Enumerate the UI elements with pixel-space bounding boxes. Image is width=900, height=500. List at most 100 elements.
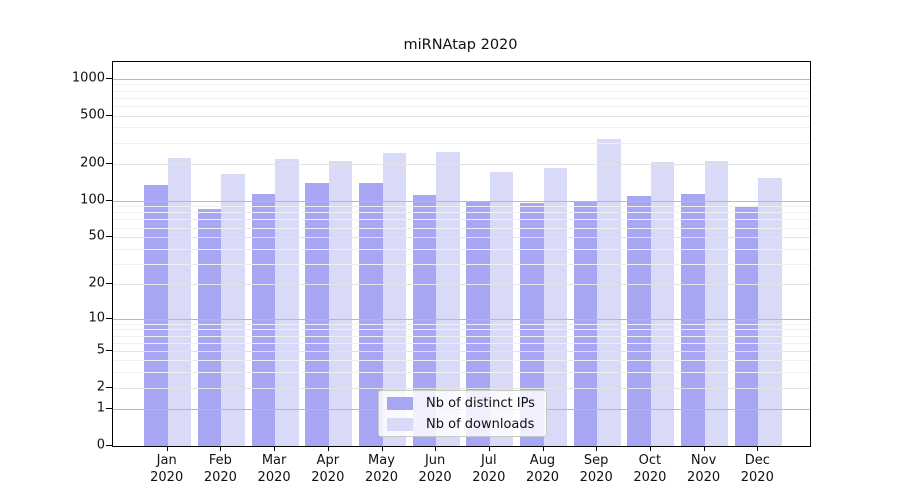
bar-downloads-apr: [328, 161, 353, 446]
bar-downloads-aug: [543, 168, 567, 446]
x-tick-label-jun: Jun 2020: [403, 452, 467, 486]
x-tick-label-aug: Aug 2020: [511, 452, 575, 486]
x-tick-label-mar: Mar 2020: [242, 452, 306, 486]
y-tick-label-200: 200: [80, 155, 105, 171]
x-tick-label-apr: Apr 2020: [296, 452, 360, 486]
x-tick-year: 2020: [633, 470, 667, 485]
y-tick-mark-20: [106, 283, 112, 285]
x-tick-year: 2020: [740, 470, 774, 485]
y-tick-label-20: 20: [88, 275, 105, 291]
x-tick-label-nov: Nov 2020: [672, 452, 736, 486]
legend-swatch-downloads: [387, 417, 413, 431]
bar-downloads-feb: [221, 173, 245, 446]
bar-downloads-jul: [489, 171, 514, 446]
y-tick-mark-5: [106, 349, 112, 351]
x-tick-mark-oct: [649, 446, 651, 451]
bar-distinct-ips-dec: [734, 206, 759, 446]
bar-distinct-ips-jun: [412, 195, 437, 446]
legend-label-downloads: Nb of downloads: [426, 416, 535, 432]
x-tick-mark-mar: [274, 446, 276, 451]
x-tick-month: Apr: [316, 453, 340, 468]
x-tick-mark-sep: [596, 446, 598, 451]
x-tick-month: Mar: [261, 453, 287, 468]
x-tick-mark-may: [381, 446, 383, 451]
y-tick-mark-0: [106, 445, 112, 446]
x-tick-label-dec: Dec 2020: [725, 452, 789, 486]
y-tick-label-5: 5: [96, 342, 105, 358]
bar-downloads-mar: [275, 159, 299, 446]
x-tick-label-oct: Oct 2020: [618, 452, 682, 486]
y-tick-mark-50: [106, 236, 112, 237]
bar-distinct-ips-apr: [305, 183, 329, 446]
x-tick-month: Jan: [156, 453, 177, 468]
x-tick-year: 2020: [150, 470, 184, 485]
x-tick-month: Jun: [424, 453, 446, 468]
bar-downloads-sep: [597, 138, 621, 446]
x-tick-label-jan: Jan 2020: [135, 452, 199, 486]
x-tick-month: Jul: [480, 453, 497, 468]
x-tick-month: Nov: [690, 453, 717, 468]
bar-downloads-jan: [167, 158, 192, 446]
x-tick-month: Aug: [529, 453, 556, 468]
x-tick-mark-nov: [703, 446, 705, 451]
y-tick-mark-2: [106, 386, 112, 388]
bar-downloads-nov: [704, 161, 729, 446]
y-tick-label-10: 10: [88, 310, 105, 325]
x-tick-mark-dec: [757, 446, 759, 451]
x-tick-year: 2020: [579, 470, 613, 485]
x-tick-year: 2020: [418, 470, 452, 485]
x-tick-mark-aug: [542, 446, 544, 451]
x-tick-year: 2020: [364, 470, 399, 485]
x-tick-label-sep: Sep 2020: [564, 452, 628, 486]
y-tick-label-2: 2: [96, 379, 105, 395]
x-tick-month: Feb: [208, 453, 232, 468]
x-tick-label-feb: Feb 2020: [188, 452, 252, 486]
x-tick-year: 2020: [687, 470, 721, 485]
x-tick-month: Dec: [744, 453, 770, 468]
x-tick-mark-jun: [435, 446, 437, 451]
bar-distinct-ips-feb: [197, 208, 222, 446]
x-tick-year: 2020: [257, 470, 291, 485]
bar-distinct-ips-sep: [573, 202, 598, 446]
legend-row-downloads: Nb of downloads: [379, 415, 546, 434]
bar-distinct-ips-oct: [627, 196, 651, 446]
legend-label-distinct-ips: Nb of distinct IPs: [426, 395, 535, 411]
legend-row-distinct-ips: Nb of distinct IPs: [379, 394, 546, 413]
x-tick-month: Sep: [583, 453, 609, 468]
x-tick-label-jul: Jul 2020: [457, 452, 521, 486]
x-tick-mark-feb: [220, 446, 222, 451]
chart-title: miRNAtap 2020: [403, 37, 518, 53]
bar-distinct-ips-nov: [681, 194, 705, 446]
x-tick-mark-apr: [327, 446, 329, 451]
x-tick-year: 2020: [311, 470, 345, 485]
bar-downloads-dec: [758, 177, 782, 446]
y-tick-mark-1000: [106, 77, 112, 79]
y-tick-mark-200: [106, 163, 112, 165]
x-tick-mark-jan: [166, 446, 168, 451]
x-tick-year: 2020: [525, 470, 560, 485]
y-tick-mark-10: [106, 317, 112, 319]
y-tick-label-1000: 1000: [71, 70, 105, 86]
y-tick-label-50: 50: [88, 228, 105, 244]
bar-downloads-oct: [650, 161, 675, 446]
y-tick-mark-1: [106, 408, 112, 410]
bar-distinct-ips-jan: [144, 184, 168, 446]
x-tick-label-may: May 2020: [350, 452, 414, 486]
y-tick-label-1: 1: [96, 400, 105, 416]
y-tick-mark-500: [106, 114, 112, 116]
x-tick-year: 2020: [203, 470, 237, 485]
x-tick-year: 2020: [472, 470, 506, 485]
y-tick-mark-100: [106, 199, 112, 201]
y-tick-label-500: 500: [80, 107, 105, 122]
x-tick-month: Oct: [638, 453, 662, 468]
x-tick-month: May: [368, 453, 395, 468]
y-tick-label-100: 100: [80, 192, 105, 208]
bar-distinct-ips-mar: [251, 193, 276, 446]
y-tick-label-0: 0: [96, 437, 105, 453]
x-tick-mark-jul: [488, 446, 490, 451]
plot-area: [112, 61, 811, 447]
legend: Nb of distinct IPs Nb of downloads: [378, 390, 547, 437]
bars-layer: [113, 62, 810, 446]
legend-swatch-distinct-ips: [387, 396, 413, 410]
